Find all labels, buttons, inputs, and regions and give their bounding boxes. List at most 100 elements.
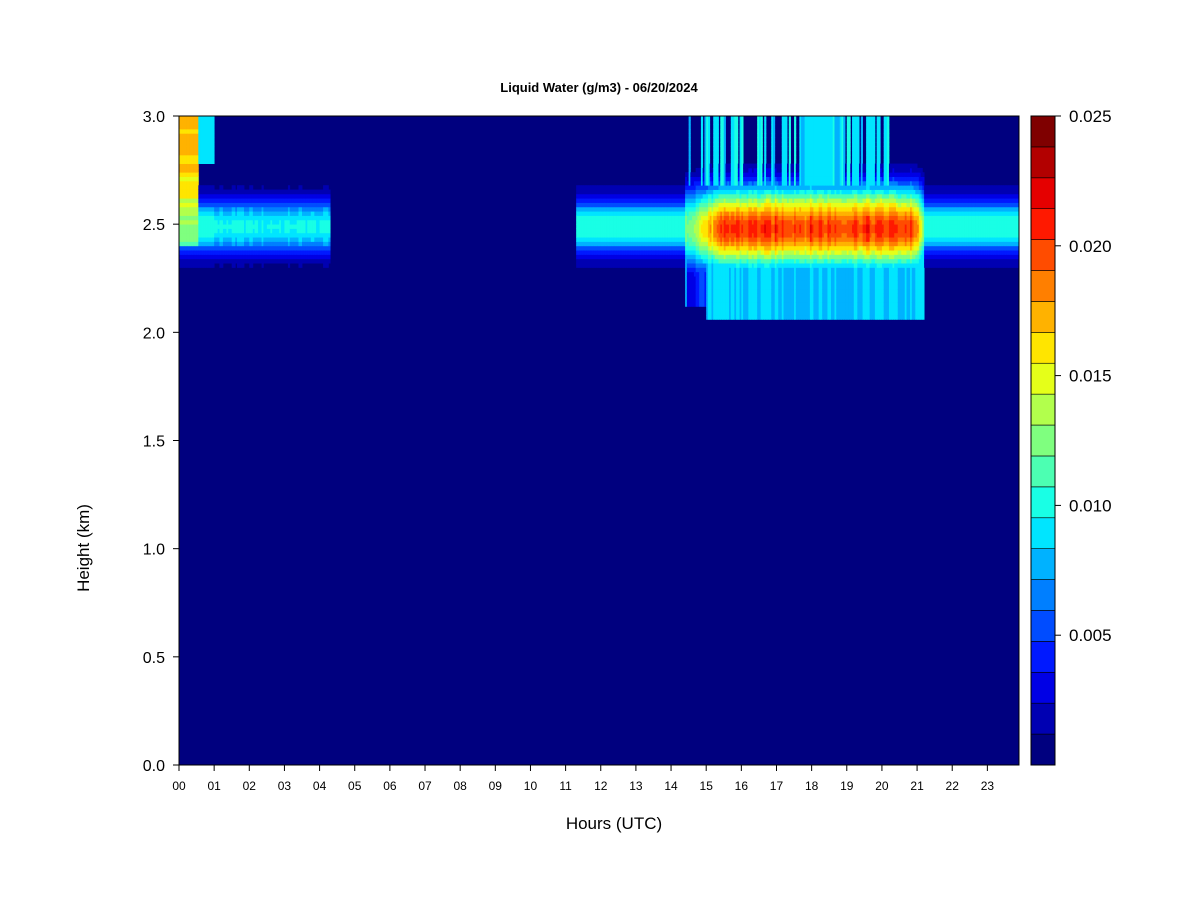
heatmap-cell [729,232,732,238]
heatmap-cell [263,258,266,264]
heatmap-cell [722,297,725,303]
heatmap-cell [182,128,185,134]
heatmap-cell [672,250,675,255]
heatmap-cell [716,289,719,294]
heatmap-cell [649,250,653,255]
heatmap-cell [279,237,282,242]
heatmap-cell [625,241,628,247]
heatmap-cell [317,250,320,255]
heatmap-cell [273,219,277,225]
heatmap-cell [620,224,623,229]
heatmap-cell [649,193,653,199]
heatmap-cell [289,198,292,203]
heatmap-cell [205,150,208,156]
heatmap-cell [716,146,719,152]
heatmap-cell [736,128,739,134]
heatmap-cell [275,228,278,234]
heatmap-cell [583,206,586,212]
heatmap-cell [625,193,628,199]
heatmap-cell [179,232,182,238]
heatmap-cell [182,189,185,195]
heatmap-cell [256,254,259,260]
heatmap-cell [699,280,702,286]
heatmap-cell [198,263,201,268]
heatmap-cell [231,224,234,229]
heatmap-cell [658,215,661,221]
heatmap-cell [179,206,182,212]
heatmap-cell [328,198,331,203]
heatmap-cell [634,258,637,264]
heatmap-cell [289,224,292,229]
heatmap-cell [695,219,698,225]
heatmap-cell [723,150,726,156]
heatmap-cell [713,241,716,247]
heatmap-cell [194,193,197,199]
heatmap-cell [208,120,212,126]
heatmap-cell [191,263,194,268]
heatmap-cell [699,237,702,242]
heatmap-cell [314,232,317,238]
heatmap-cell [621,245,625,251]
heatmap-cell [678,198,681,203]
heatmap-cell [219,185,222,190]
heatmap-cell [593,189,596,195]
heatmap-cell [198,237,201,242]
heatmap-cell [623,258,626,264]
heatmap-cell [314,202,317,208]
heatmap-cell [187,219,190,225]
heatmap-cell [247,211,250,216]
heatmap-cell [616,250,619,255]
heatmap-cell [270,245,273,251]
heatmap-cell [201,146,205,152]
heatmap-cell [741,120,744,126]
heatmap-cell [706,245,709,251]
heatmap-cell [720,154,723,160]
heatmap-cell [324,198,328,203]
heatmap-cell [256,219,259,225]
heatmap-cell [692,276,695,281]
heatmap-cell [722,228,725,234]
heatmap-cell [700,116,704,121]
heatmap-cell [600,224,603,229]
heatmap-cell [180,154,183,160]
heatmap-cell [312,206,315,212]
heatmap-cell [695,276,698,281]
heatmap-cell [595,258,598,264]
heatmap-cell [256,224,259,229]
heatmap-cell [309,224,312,229]
heatmap-cell [693,211,697,216]
heatmap-cell [671,193,674,199]
heatmap-cell [722,146,725,152]
heatmap-cell [607,202,610,208]
heatmap-cell [317,232,320,238]
heatmap-cell [716,141,719,147]
heatmap-cell [702,176,705,182]
heatmap-cell [736,289,739,294]
heatmap-cell [669,185,672,190]
heatmap-cell [607,228,610,234]
heatmap-cell [212,116,215,121]
heatmap-cell [704,219,707,225]
heatmap-cell [187,116,190,121]
heatmap-cell [658,232,661,238]
heatmap-cell [613,237,616,242]
heatmap-cell [310,254,313,260]
heatmap-cell [252,232,255,238]
heatmap-cell [651,206,654,212]
heatmap-cell [191,124,194,130]
heatmap-cell [189,116,192,121]
heatmap-cell [233,232,236,238]
heatmap-cell [208,150,212,156]
heatmap-cell [704,245,707,251]
heatmap-cell [686,297,690,303]
heatmap-cell [205,189,208,195]
heatmap-cell [700,180,704,186]
heatmap-cell [697,276,700,281]
heatmap-cell [577,219,581,225]
heatmap-cell [194,150,197,156]
heatmap-cell [212,258,215,264]
heatmap-cell [642,215,646,221]
heatmap-cell [272,254,275,260]
heatmap-cell [732,280,735,286]
heatmap-cell [186,141,189,147]
